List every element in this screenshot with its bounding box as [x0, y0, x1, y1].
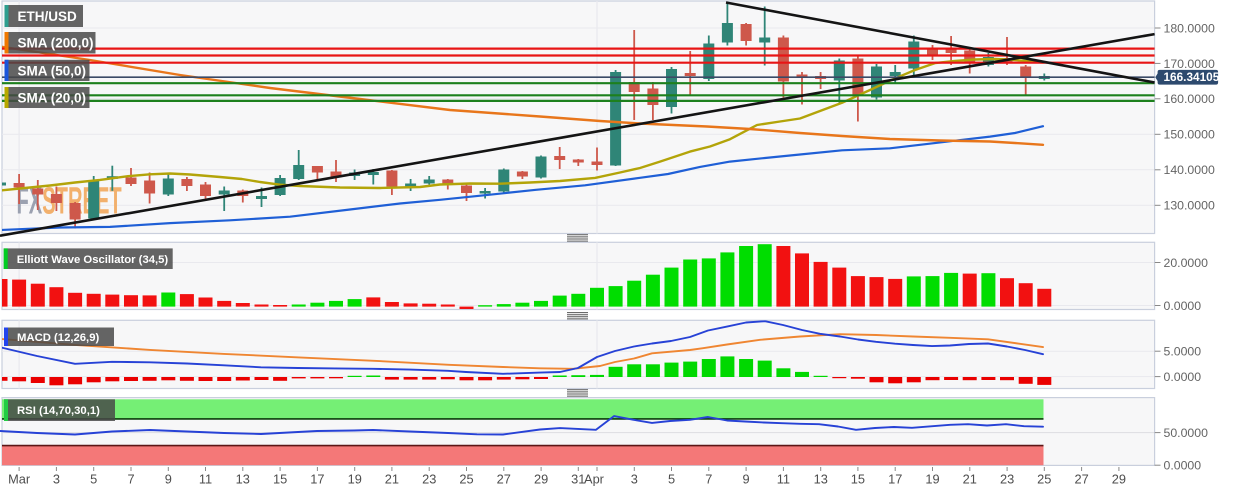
svg-text:13: 13 [814, 472, 828, 487]
svg-text:15: 15 [273, 472, 287, 487]
svg-text:SMA (50,0): SMA (50,0) [18, 63, 87, 78]
svg-text:21: 21 [385, 472, 399, 487]
svg-text:140.0000: 140.0000 [1164, 163, 1215, 177]
svg-text:31: 31 [571, 472, 585, 487]
svg-text:11: 11 [199, 472, 212, 487]
svg-text:160.0000: 160.0000 [1164, 92, 1215, 106]
svg-text:166.34105: 166.34105 [1164, 70, 1220, 84]
svg-text:11: 11 [777, 472, 790, 487]
svg-text:MACD (12,26,9): MACD (12,26,9) [17, 332, 99, 344]
svg-text:3: 3 [53, 472, 60, 487]
svg-text:ETH/USD: ETH/USD [18, 9, 78, 24]
svg-text:0.0000: 0.0000 [1164, 299, 1202, 313]
svg-text:25: 25 [1037, 472, 1051, 487]
svg-text:15: 15 [851, 472, 865, 487]
svg-text:SMA (20,0): SMA (20,0) [18, 90, 87, 105]
svg-text:170.0000: 170.0000 [1164, 57, 1215, 71]
svg-text:13: 13 [236, 472, 250, 487]
svg-text:Mar: Mar [8, 472, 31, 487]
svg-text:3: 3 [631, 472, 638, 487]
svg-text:27: 27 [497, 472, 511, 487]
svg-text:29: 29 [1112, 472, 1126, 487]
svg-text:29: 29 [534, 472, 548, 487]
svg-text:180.0000: 180.0000 [1164, 21, 1215, 35]
svg-text:20.0000: 20.0000 [1164, 256, 1209, 270]
svg-text:23: 23 [422, 472, 436, 487]
svg-text:23: 23 [1000, 472, 1014, 487]
svg-text:SMA (200,0): SMA (200,0) [18, 36, 94, 51]
svg-text:130.0000: 130.0000 [1164, 199, 1215, 213]
svg-text:21: 21 [963, 472, 977, 487]
svg-text:7: 7 [705, 472, 712, 487]
svg-text:50.0000: 50.0000 [1164, 426, 1209, 440]
svg-text:19: 19 [348, 472, 362, 487]
svg-text:5.0000: 5.0000 [1164, 345, 1202, 359]
svg-text:17: 17 [888, 472, 902, 487]
svg-text:9: 9 [743, 472, 750, 487]
svg-text:RSI (14,70,30,1): RSI (14,70,30,1) [17, 405, 100, 417]
svg-text:5: 5 [668, 472, 675, 487]
svg-text:19: 19 [925, 472, 939, 487]
svg-text:150.0000: 150.0000 [1164, 128, 1215, 142]
svg-text:0.0000: 0.0000 [1164, 459, 1202, 473]
svg-text:27: 27 [1074, 472, 1088, 487]
svg-text:Apr: Apr [584, 472, 605, 487]
svg-text:5: 5 [90, 472, 97, 487]
svg-text:7: 7 [127, 472, 134, 487]
svg-text:9: 9 [165, 472, 172, 487]
svg-text:17: 17 [310, 472, 324, 487]
svg-text:Elliott Wave Oscillator (34,5): Elliott Wave Oscillator (34,5) [17, 254, 169, 266]
svg-text:25: 25 [459, 472, 473, 487]
svg-text:0.0000: 0.0000 [1164, 370, 1202, 384]
